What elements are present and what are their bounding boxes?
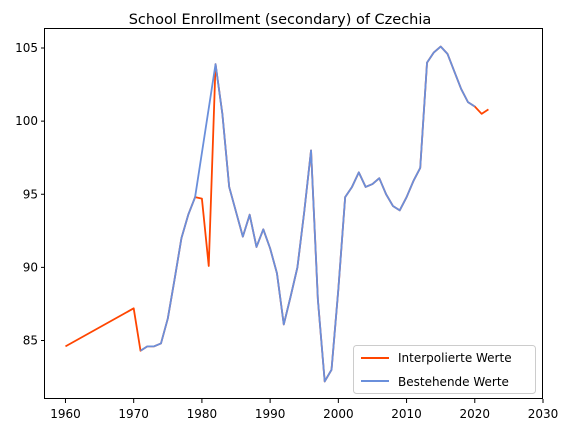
y-tick-label: 100 [15,114,38,128]
legend-label-existing: Bestehende Werte [398,375,509,389]
x-tick-label: 1970 [118,407,149,421]
y-tick-label: 85 [23,334,38,348]
chart-title: School Enrollment (secondary) of Czechia [129,12,432,28]
x-tick-label: 2000 [323,407,354,421]
series-line-1 [140,45,476,383]
legend-label-interpolated: Interpolierte Werte [398,351,512,365]
legend-box [353,345,536,394]
x-tick-label: 2010 [391,407,422,421]
y-tick-label: 95 [23,187,38,201]
y-tick-label: 105 [15,41,38,55]
x-tick-label: 2020 [460,407,491,421]
x-axis: 1960 1970 1980 1990 2000 2010 2020 2030 [50,399,558,421]
x-tick-label: 2030 [528,407,559,421]
legend: Interpolierte Werte Bestehende Werte [353,345,536,394]
x-tick-label: 1990 [255,407,286,421]
x-tick-label: 1980 [187,407,218,421]
x-tick-label: 1960 [50,407,81,421]
y-tick-label: 90 [23,260,38,274]
plot-frame [44,28,543,399]
plot-lines [65,45,489,383]
y-axis: 85 90 95 100 105 [15,41,45,348]
